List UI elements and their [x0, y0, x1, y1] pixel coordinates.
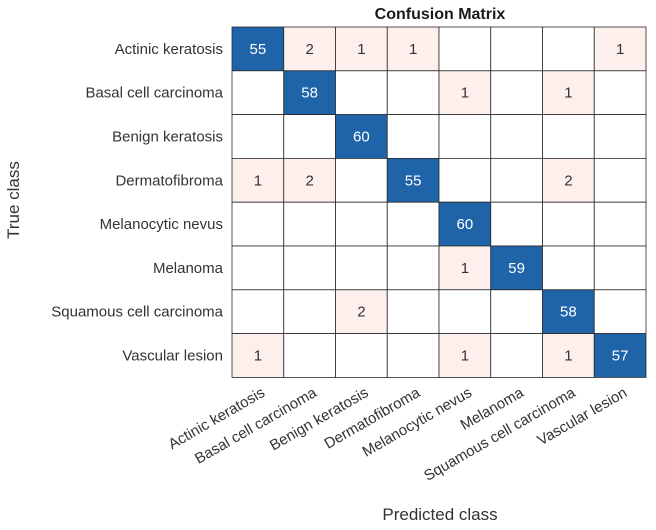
cell-r5-c3 — [386, 245, 440, 291]
cell-r4-c2 — [335, 201, 388, 247]
cell-value-r5-c4: 1 — [461, 260, 469, 277]
cell-value-r7-c7: 57 — [612, 348, 629, 365]
cell-r0-c5 — [490, 26, 543, 72]
cell-r7-c3 — [386, 333, 440, 378]
cell-r7-c0 — [231, 333, 285, 378]
cell-value-r3-c3: 55 — [405, 172, 422, 189]
cell-r4-c0 — [231, 201, 285, 247]
cell-value-r6-c6: 58 — [560, 304, 577, 321]
cell-r1-c6 — [542, 70, 595, 116]
cell-value-r7-c0: 1 — [254, 348, 262, 365]
cell-r2-c5 — [490, 114, 543, 159]
cell-value-r1-c4: 1 — [461, 85, 469, 102]
cell-r1-c1 — [283, 70, 336, 116]
cell-r4-c5 — [490, 201, 543, 247]
cell-r3-c0 — [231, 157, 285, 203]
cell-r2-c0 — [231, 114, 285, 159]
cell-r3-c3 — [386, 157, 440, 203]
cell-r3-c7 — [593, 157, 647, 203]
cell-r4-c1 — [283, 201, 336, 247]
cell-r2-c4 — [438, 114, 492, 159]
cell-r1-c2 — [335, 70, 388, 116]
cell-r7-c5 — [490, 333, 543, 378]
cell-r1-c3 — [386, 70, 440, 116]
cell-r1-c7 — [593, 70, 647, 116]
cell-r0-c0 — [231, 26, 285, 72]
cell-r6-c6 — [542, 289, 595, 334]
row-label-vascular-lesion: Vascular lesion — [122, 348, 223, 365]
cell-value-r6-c2: 2 — [357, 304, 365, 321]
cell-value-r2-c2: 60 — [353, 129, 370, 146]
cell-r5-c0 — [231, 245, 285, 291]
cell-value-r7-c6: 1 — [564, 348, 572, 365]
cell-r4-c7 — [593, 201, 647, 247]
row-label-squamous-cell-carcinoma: Squamous cell carcinoma — [51, 304, 223, 321]
cell-r7-c2 — [335, 333, 388, 378]
cell-r0-c4 — [438, 26, 492, 72]
cell-value-r7-c4: 1 — [461, 348, 469, 365]
row-labels: Actinic keratosis Basal cell carcinoma Ben… — [51, 41, 223, 365]
cell-r5-c5 — [490, 245, 543, 291]
cell-r2-c7 — [593, 114, 647, 159]
cell-r1-c5 — [490, 70, 543, 116]
cell-r6-c4 — [438, 289, 492, 334]
cell-value-r1-c6: 1 — [564, 85, 572, 102]
cell-value-r3-c1: 2 — [305, 172, 313, 189]
cell-r3-c2 — [335, 157, 388, 203]
cell-value-r0-c2: 1 — [357, 41, 365, 58]
cell-r2-c3 — [386, 114, 440, 159]
y-axis-label: True class — [4, 161, 23, 239]
cell-r6-c1 — [283, 289, 336, 334]
row-label-actinic-keratosis: Actinic keratosis — [115, 41, 223, 58]
cell-r4-c6 — [542, 201, 595, 247]
row-label-benign-keratosis: Benign keratosis — [112, 129, 223, 146]
matrix-cells: 55 2 1 1 1 58 1 1 60 1 2 55 2 60 1 59 2 58 1 1 1 57 — [231, 26, 647, 378]
cell-value-r1-c1: 58 — [301, 85, 318, 102]
cell-r1-c0 — [231, 70, 285, 116]
cell-value-r0-c7: 1 — [616, 41, 624, 58]
cell-value-r0-c0: 55 — [250, 41, 267, 58]
cell-r2-c6 — [542, 114, 595, 159]
cell-r5-c2 — [335, 245, 388, 291]
cell-r7-c7 — [593, 333, 647, 378]
cell-r0-c1 — [283, 26, 336, 72]
chart-title: Confusion Matrix — [375, 6, 506, 23]
cell-r0-c2 — [335, 26, 388, 72]
cell-value-r4-c4: 60 — [457, 216, 474, 233]
cell-value-r3-c6: 2 — [564, 172, 572, 189]
cell-r6-c5 — [490, 289, 543, 334]
cell-value-r5-c5: 59 — [508, 260, 525, 277]
cell-r4-c4 — [438, 201, 492, 247]
cell-r6-c0 — [231, 289, 285, 334]
cell-r4-c3 — [386, 201, 440, 247]
cell-r2-c1 — [283, 114, 336, 159]
column-label-vascular-lesion: Vascular lesion — [534, 384, 630, 449]
cell-r6-c2 — [335, 289, 388, 334]
cell-r5-c7 — [593, 245, 647, 291]
cell-r0-c6 — [542, 26, 595, 72]
row-label-basal-cell-carcinoma: Basal cell carcinoma — [85, 85, 223, 102]
cell-r6-c3 — [386, 289, 440, 334]
cell-value-r3-c0: 1 — [254, 172, 262, 189]
row-label-melanoma: Melanoma — [153, 260, 224, 277]
cell-value-r0-c1: 2 — [305, 41, 313, 58]
row-label-dermatofibroma: Dermatofibroma — [115, 172, 223, 189]
cell-r3-c5 — [490, 157, 543, 203]
cell-r7-c4 — [438, 333, 492, 378]
cell-r6-c7 — [593, 289, 647, 334]
x-axis-label: Predicted class — [382, 505, 497, 524]
cell-value-r0-c3: 1 — [409, 41, 417, 58]
row-label-melanocytic-nevus: Melanocytic nevus — [100, 216, 223, 233]
cell-r7-c6 — [542, 333, 595, 378]
cell-r3-c4 — [438, 157, 492, 203]
cell-r7-c1 — [283, 333, 336, 378]
cell-r5-c1 — [283, 245, 336, 291]
cell-r5-c6 — [542, 245, 595, 291]
